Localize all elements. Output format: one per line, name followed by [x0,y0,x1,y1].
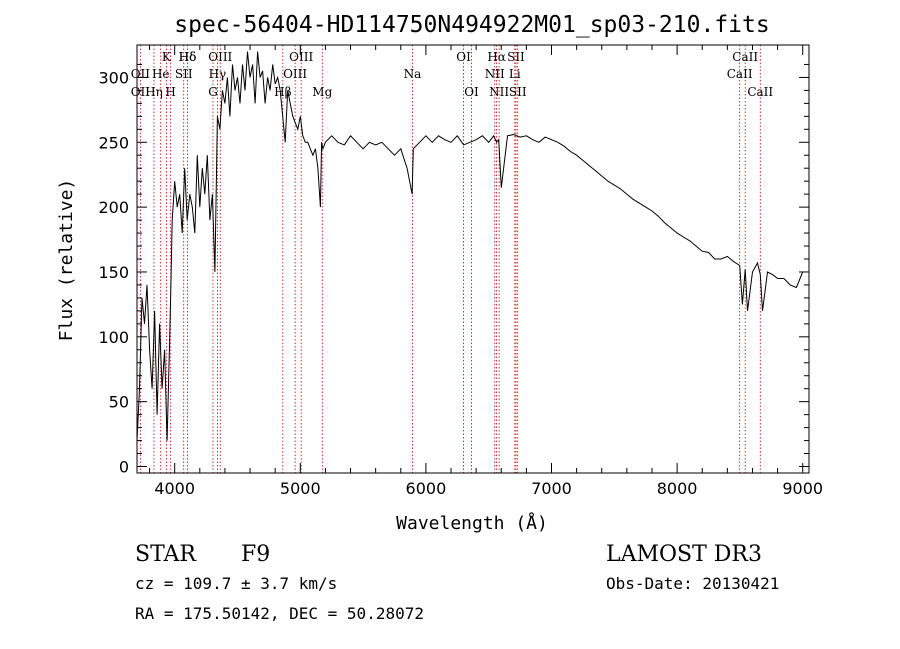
spectral-line-label: Hγ [209,67,227,81]
y-tick-label: 0 [119,458,129,477]
spectral-line-label: SII [509,85,527,99]
chart-title: spec-56404-HD114750N494922M01_sp03-210.f… [174,12,769,38]
spectral-line-label: OIII [208,50,232,64]
spectral-line-label: SII [175,67,193,81]
x-axis-label: Wavelength (Å) [396,512,548,534]
spectral-line-label: OI [456,50,471,64]
spectral-line-label: NII [489,85,509,99]
y-tick-label: 150 [98,263,129,282]
y-tick-label: 50 [109,393,129,412]
y-axis-label: Flux (relative) [56,179,77,342]
x-tick-label: 7000 [531,479,572,498]
y-axis-ticks: 0 50 100 150 200 250 300 [98,63,809,477]
spectral-line-label: CaII [727,67,753,81]
x-tick-label: 5000 [280,479,321,498]
x-tick-label: 8000 [657,479,698,498]
y-tick-label: 300 [98,68,129,87]
spectral-line-label: He [152,67,170,81]
x-tick-label: 6000 [406,479,447,498]
spectral-line-label: K [162,50,172,64]
spectral-line-label: OIII [289,50,313,64]
spectral-line-label: Mg [312,85,332,99]
spectral-line-label: Na [404,67,422,81]
spectral-line-label: Li [509,67,521,81]
spectral-line-label: SII [507,50,525,64]
spectral-line-label: Hδ [179,50,197,64]
spectral-line-label: OII [131,85,151,99]
y-tick-label: 100 [98,328,129,347]
plot-frame [136,44,810,474]
redshift-velocity: cz = 109.7 ± 3.7 km/s [135,574,337,593]
spectral-line-markers [139,45,761,473]
spectral-line-label: OIII [283,67,307,81]
spectral-line-label: H [165,85,175,99]
y-tick-label: 200 [98,198,129,217]
spectral-line-label: Hδ [179,50,197,64]
sky-coordinates: RA = 175.50142, DEC = 50.28072 [135,604,424,623]
spectral-line-label: CaII [747,85,773,99]
spectral-line-label: Hα [487,50,506,64]
spectral-line-label: NII [485,67,505,81]
object-subclass: F9 [241,542,270,567]
spectral-line-label: OII [131,67,151,81]
spectral-line-label: G [208,85,218,99]
y-tick-label: 250 [98,133,129,152]
observation-date: Obs-Date: 20130421 [606,574,779,593]
x-axis-ticks: 4000 5000 6000 7000 8000 9000 [149,45,823,498]
spectrum-series-line [136,51,804,441]
x-tick-label: 9000 [782,479,823,498]
spectral-line-label: CaII [732,50,758,64]
x-tick-label: 4000 [154,479,195,498]
spectral-line-label: Hη [145,85,163,99]
spectral-line-label: OI [464,85,479,99]
object-class: STAR [135,542,197,567]
survey-name: LAMOST DR3 [606,542,762,567]
